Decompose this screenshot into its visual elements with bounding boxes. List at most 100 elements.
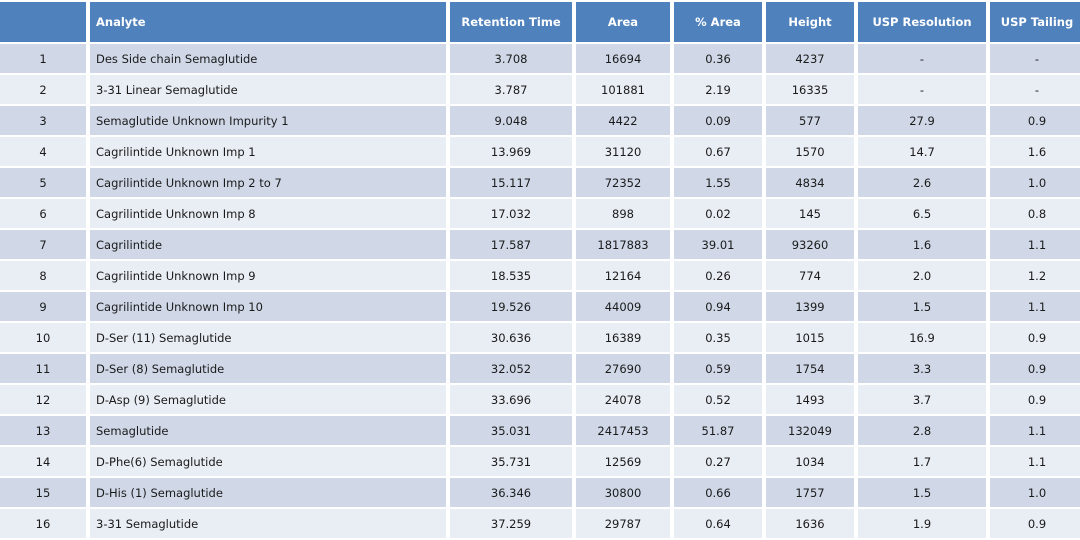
row-number: 6: [0, 199, 86, 228]
table-row: 15 D-His (1) Semaglutide 36.346 30800 0.66 17…: [0, 478, 1080, 507]
value-cell: 1757: [766, 478, 854, 507]
value-cell: 51.87: [674, 416, 762, 445]
value-cell: 13.969: [450, 137, 572, 166]
value-cell: 1.1: [990, 447, 1080, 476]
value-cell: 15.117: [450, 168, 572, 197]
value-cell: 0.59: [674, 354, 762, 383]
analyte-cell: Cagrilintide Unknown Imp 10: [90, 292, 446, 321]
header-cell: USP Tailing: [990, 2, 1080, 42]
analyte-cell: Cagrilintide Unknown Imp 9: [90, 261, 446, 290]
value-cell: 35.731: [450, 447, 572, 476]
value-cell: 3.7: [858, 385, 986, 414]
row-number: 10: [0, 323, 86, 352]
value-cell: 19.526: [450, 292, 572, 321]
value-cell: 0.9: [990, 106, 1080, 135]
value-cell: 1.7: [858, 447, 986, 476]
value-cell: 1570: [766, 137, 854, 166]
value-cell: 4834: [766, 168, 854, 197]
value-cell: 6.5: [858, 199, 986, 228]
value-cell: 16.9: [858, 323, 986, 352]
value-cell: 0.35: [674, 323, 762, 352]
value-cell: 0.9: [990, 509, 1080, 538]
value-cell: 9.048: [450, 106, 572, 135]
value-cell: 0.9: [990, 323, 1080, 352]
header-cell: USP Resolution: [858, 2, 986, 42]
value-cell: 0.94: [674, 292, 762, 321]
value-cell: 774: [766, 261, 854, 290]
value-cell: 132049: [766, 416, 854, 445]
value-cell: 35.031: [450, 416, 572, 445]
row-number: 12: [0, 385, 86, 414]
table-row: 16 3-31 Semaglutide 37.259 29787 0.64 1636 1.9…: [0, 509, 1080, 538]
value-cell: 31120: [576, 137, 670, 166]
value-cell: 1.5: [858, 478, 986, 507]
value-cell: 1.6: [858, 230, 986, 259]
value-cell: 1.2: [990, 261, 1080, 290]
row-number: 2: [0, 75, 86, 104]
value-cell: 33.696: [450, 385, 572, 414]
analyte-cell: Cagrilintide Unknown Imp 8: [90, 199, 446, 228]
value-cell: -: [858, 75, 986, 104]
value-cell: 3.708: [450, 44, 572, 73]
value-cell: 72352: [576, 168, 670, 197]
value-cell: 1636: [766, 509, 854, 538]
value-cell: 2417453: [576, 416, 670, 445]
analyte-cell: D-Asp (9) Semaglutide: [90, 385, 446, 414]
analyte-cell: Cagrilintide Unknown Imp 1: [90, 137, 446, 166]
value-cell: 1493: [766, 385, 854, 414]
analyte-cell: 3-31 Semaglutide: [90, 509, 446, 538]
value-cell: 39.01: [674, 230, 762, 259]
table-body: 1 Des Side chain Semaglutide 3.708 16694 0.3…: [0, 44, 1080, 538]
table-row: 12 D-Asp (9) Semaglutide 33.696 24078 0.52 14…: [0, 385, 1080, 414]
value-cell: 3.3: [858, 354, 986, 383]
value-cell: 0.64: [674, 509, 762, 538]
value-cell: 16335: [766, 75, 854, 104]
value-cell: 1.0: [990, 168, 1080, 197]
table-row: 7 Cagrilintide 17.587 1817883 39.01 93260 1.6 1…: [0, 230, 1080, 259]
value-cell: 1.6: [990, 137, 1080, 166]
analyte-cell: D-Ser (8) Semaglutide: [90, 354, 446, 383]
value-cell: 1034: [766, 447, 854, 476]
value-cell: 17.032: [450, 199, 572, 228]
value-cell: 0.8: [990, 199, 1080, 228]
value-cell: 0.66: [674, 478, 762, 507]
value-cell: 2.8: [858, 416, 986, 445]
row-number: 1: [0, 44, 86, 73]
row-number: 9: [0, 292, 86, 321]
value-cell: -: [990, 44, 1080, 73]
value-cell: 4237: [766, 44, 854, 73]
value-cell: 3.787: [450, 75, 572, 104]
value-cell: -: [990, 75, 1080, 104]
row-number: 15: [0, 478, 86, 507]
value-cell: 30800: [576, 478, 670, 507]
table-row: 13 Semaglutide 35.031 2417453 51.87 132049 2.8…: [0, 416, 1080, 445]
table-row: 11 D-Ser (8) Semaglutide 32.052 27690 0.59 17…: [0, 354, 1080, 383]
value-cell: 0.02: [674, 199, 762, 228]
table-row: 10 D-Ser (11) Semaglutide 30.636 16389 0.35 1…: [0, 323, 1080, 352]
value-cell: 1754: [766, 354, 854, 383]
value-cell: 0.27: [674, 447, 762, 476]
value-cell: 0.9: [990, 385, 1080, 414]
value-cell: 93260: [766, 230, 854, 259]
value-cell: 27690: [576, 354, 670, 383]
row-number: 16: [0, 509, 86, 538]
row-number: 8: [0, 261, 86, 290]
header-cell: Height: [766, 2, 854, 42]
analyte-cell: Cagrilintide Unknown Imp 2 to 7: [90, 168, 446, 197]
value-cell: 17.587: [450, 230, 572, 259]
value-cell: 898: [576, 199, 670, 228]
value-cell: 12569: [576, 447, 670, 476]
table-row: 9 Cagrilintide Unknown Imp 10 19.526 44009 0…: [0, 292, 1080, 321]
value-cell: 36.346: [450, 478, 572, 507]
table-row: 3 Semaglutide Unknown Impurity 1 9.048 4422…: [0, 106, 1080, 135]
table-row: 4 Cagrilintide Unknown Imp 1 13.969 31120 0.…: [0, 137, 1080, 166]
table-row: 6 Cagrilintide Unknown Imp 8 17.032 898 0.02…: [0, 199, 1080, 228]
value-cell: 145: [766, 199, 854, 228]
value-cell: 44009: [576, 292, 670, 321]
value-cell: 37.259: [450, 509, 572, 538]
row-number: 14: [0, 447, 86, 476]
value-cell: 29787: [576, 509, 670, 538]
table-row: 8 Cagrilintide Unknown Imp 9 18.535 12164 0.…: [0, 261, 1080, 290]
row-number: 3: [0, 106, 86, 135]
